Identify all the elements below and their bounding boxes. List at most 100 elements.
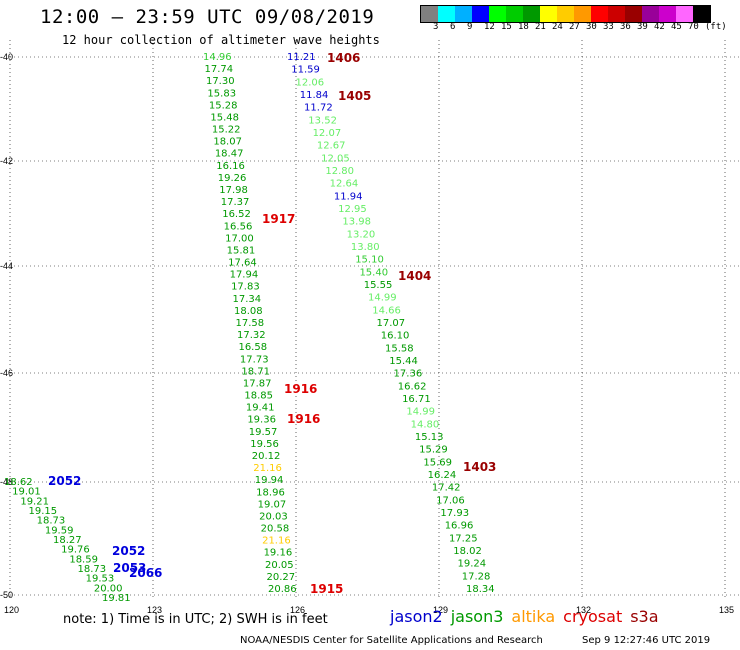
wave-height-value: 15.44 bbox=[389, 356, 418, 367]
pass-label: 1917 bbox=[262, 212, 295, 226]
pass-label: 2053 bbox=[113, 561, 146, 575]
wave-height-value: 15.29 bbox=[419, 445, 448, 456]
wave-height-value: 19.07 bbox=[258, 499, 287, 510]
legend-label: 3 bbox=[433, 22, 439, 32]
wave-height-value: 15.28 bbox=[209, 100, 238, 111]
legend-label: 9 bbox=[467, 22, 473, 32]
wave-height-value: 19.94 bbox=[255, 475, 284, 486]
wave-height-value: 15.83 bbox=[207, 88, 236, 99]
wave-height-value: 17.98 bbox=[219, 185, 248, 196]
legend-label: 30 bbox=[586, 22, 597, 32]
legend-swatch bbox=[625, 6, 642, 22]
wave-height-value: 16.56 bbox=[224, 221, 253, 232]
satellite-legend: jason2 jason3 altika cryosat s3a bbox=[390, 607, 667, 626]
generated-timestamp: Sep 9 12:27:46 UTC 2019 bbox=[582, 635, 711, 646]
wave-height-value: 18.73 bbox=[78, 564, 107, 575]
pass-label: 2052 bbox=[48, 474, 81, 488]
wave-height-value: 14.80 bbox=[411, 419, 440, 430]
wave-height-value: 17.37 bbox=[221, 197, 250, 208]
wave-height-value: 17.25 bbox=[449, 533, 478, 544]
legend-swatch bbox=[523, 6, 540, 22]
wave-height-value: 17.74 bbox=[204, 64, 233, 75]
wave-height-value: 20.00 bbox=[94, 583, 123, 594]
wave-height-value: 18.07 bbox=[213, 137, 242, 148]
legend-label: 27 bbox=[569, 22, 580, 32]
pass-label: 1916 bbox=[284, 382, 317, 396]
wave-height-value: 19.15 bbox=[29, 506, 58, 517]
latitude-tick: -46 bbox=[0, 368, 13, 378]
legend-label: 36 bbox=[620, 22, 631, 32]
wave-height-value: 15.58 bbox=[385, 343, 414, 354]
wave-height-value: 20.27 bbox=[267, 572, 296, 583]
legend-label: 12 bbox=[484, 22, 495, 32]
wave-height-value: 12.06 bbox=[296, 77, 325, 88]
wave-height-value: 18.59 bbox=[69, 554, 98, 565]
axis-tick-labels: -40 -42 -44 -46 -48 -50 120 123 126 129 132 135 bbox=[0, 52, 734, 615]
pass-label: 1915 bbox=[310, 582, 343, 596]
wave-height-value: 11.59 bbox=[291, 65, 320, 76]
wave-height-value: 15.81 bbox=[227, 245, 256, 256]
wave-height-value: 13.20 bbox=[347, 229, 376, 240]
pass-label: 1916 bbox=[287, 412, 320, 426]
wave-height-value: 19.26 bbox=[218, 173, 247, 184]
wave-height-value: 16.24 bbox=[428, 470, 457, 481]
wave-height-value: 20.05 bbox=[265, 560, 294, 571]
satellite-legend-item: s3a bbox=[630, 607, 659, 626]
map-grid bbox=[9, 40, 740, 600]
legend-label: 18 bbox=[518, 22, 529, 32]
wave-height-value: 19.16 bbox=[264, 548, 293, 559]
wave-height-value: 19.01 bbox=[12, 487, 41, 498]
legend-swatch bbox=[591, 6, 608, 22]
wave-height-value: 17.64 bbox=[228, 258, 257, 269]
legend-label: 15 bbox=[501, 22, 512, 32]
legend-swatch bbox=[676, 6, 693, 22]
wave-height-value: 11.21 bbox=[287, 52, 316, 63]
wave-height-value: 12.80 bbox=[325, 166, 354, 177]
wave-height-value: 17.58 bbox=[236, 318, 265, 329]
wave-height-value: 19.21 bbox=[20, 496, 49, 507]
legend-swatch bbox=[472, 6, 489, 22]
wave-height-value: 18.34 bbox=[466, 584, 495, 595]
wave-height-value: 15.22 bbox=[212, 125, 241, 136]
legend-label: 42 bbox=[654, 22, 665, 32]
satellite-legend-item: jason2 bbox=[390, 607, 443, 626]
satellite-legend-item: cryosat bbox=[563, 607, 623, 626]
wave-height-value: 18.85 bbox=[244, 391, 273, 402]
wave-height-value: 17.32 bbox=[237, 330, 266, 341]
wave-height-value: 19.36 bbox=[247, 415, 276, 426]
legend-swatch bbox=[489, 6, 506, 22]
wave-height-value: 13.80 bbox=[351, 242, 380, 253]
wave-height-value: 19.53 bbox=[86, 574, 115, 585]
wave-height-value: 16.10 bbox=[381, 331, 410, 342]
wave-height-value: 21.16 bbox=[262, 536, 291, 547]
wave-height-value: 21.16 bbox=[253, 463, 282, 474]
pass-label: 2066 bbox=[129, 566, 162, 580]
wave-height-value: 18.27 bbox=[53, 535, 82, 546]
wave-height-value: 20.12 bbox=[252, 451, 281, 462]
wave-height-value: 16.52 bbox=[222, 209, 251, 220]
wave-height-value: 15.10 bbox=[355, 255, 384, 266]
wave-height-value: 17.34 bbox=[233, 294, 262, 305]
wave-height-value: 18.47 bbox=[215, 149, 244, 160]
latitude-tick: -42 bbox=[0, 156, 13, 166]
pass-label: 1404 bbox=[398, 269, 431, 283]
credit-line: NOAA/NESDIS Center for Satellite Applica… bbox=[240, 635, 543, 646]
latitude-tick: -40 bbox=[0, 52, 13, 62]
wave-height-value: 17.73 bbox=[240, 354, 269, 365]
color-scale-labels: 3 6 9 12 15 18 21 24 27 30 33 36 39 42 45 70 (ft) bbox=[420, 22, 740, 34]
wave-height-value: 11.72 bbox=[304, 103, 333, 114]
legend-label: 6 bbox=[450, 22, 456, 32]
wave-height-value: 14.66 bbox=[372, 305, 401, 316]
legend-swatch bbox=[574, 6, 591, 22]
legend-swatch bbox=[608, 6, 625, 22]
wave-height-value: 12.05 bbox=[321, 153, 350, 164]
pass-label: 1406 bbox=[327, 51, 360, 65]
legend-label: 21 bbox=[535, 22, 546, 32]
wave-height-value: 17.87 bbox=[243, 378, 272, 389]
wave-height-value: 20.86 bbox=[268, 584, 297, 595]
latitude-tick: -50 bbox=[0, 590, 13, 600]
legend-label: 70 bbox=[688, 22, 699, 32]
legend-swatch bbox=[642, 6, 659, 22]
wave-height-value: 15.69 bbox=[423, 457, 452, 468]
wave-height-value: 19.59 bbox=[45, 525, 74, 536]
